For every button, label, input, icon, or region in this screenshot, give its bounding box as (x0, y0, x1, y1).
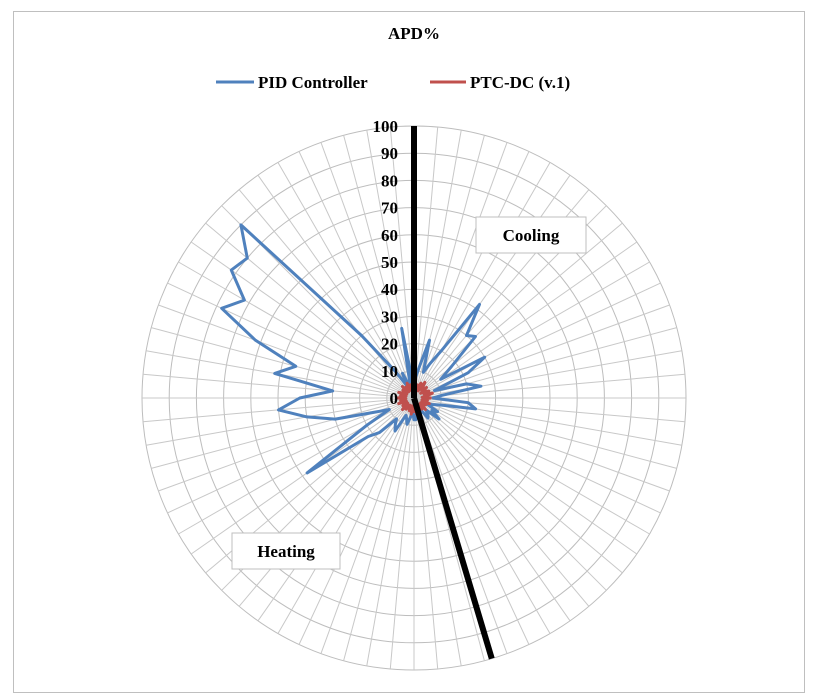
grid-spoke (344, 135, 414, 398)
r-tick-label: 70 (381, 199, 398, 218)
r-tick-label: 90 (381, 144, 398, 163)
r-tick-label: 10 (381, 362, 398, 381)
r-tick-label: 50 (381, 253, 398, 272)
r-tick-label: 60 (381, 226, 398, 245)
r-tick-label: 80 (381, 171, 398, 190)
r-tick-label: 100 (373, 117, 399, 136)
cooling-label: Cooling (503, 226, 560, 245)
radar-chart: APD% PID Controller PTC-DC (v.1) 0 10 20 30… (14, 12, 806, 694)
r-tick-label: 0 (390, 389, 399, 408)
heating-annotation: Heating (232, 533, 340, 569)
cooling-annotation: Cooling (476, 217, 586, 253)
grid-spoke (344, 398, 414, 661)
r-tick-label: 30 (381, 307, 398, 326)
chart-title: APD% (388, 24, 440, 43)
radial-axis-ticks: 0 10 20 30 40 50 60 70 80 90 100 (373, 117, 399, 408)
chart-frame: APD% PID Controller PTC-DC (v.1) 0 10 20 30… (13, 11, 805, 693)
legend-label-pid: PID Controller (258, 73, 368, 92)
legend-label-ptc: PTC-DC (v.1) (470, 73, 570, 92)
r-tick-label: 20 (381, 335, 398, 354)
r-tick-label: 40 (381, 280, 398, 299)
heating-label: Heating (257, 542, 315, 561)
legend: PID Controller PTC-DC (v.1) (216, 73, 570, 92)
grid-spoke (414, 398, 677, 468)
grid-spoke (151, 328, 414, 398)
